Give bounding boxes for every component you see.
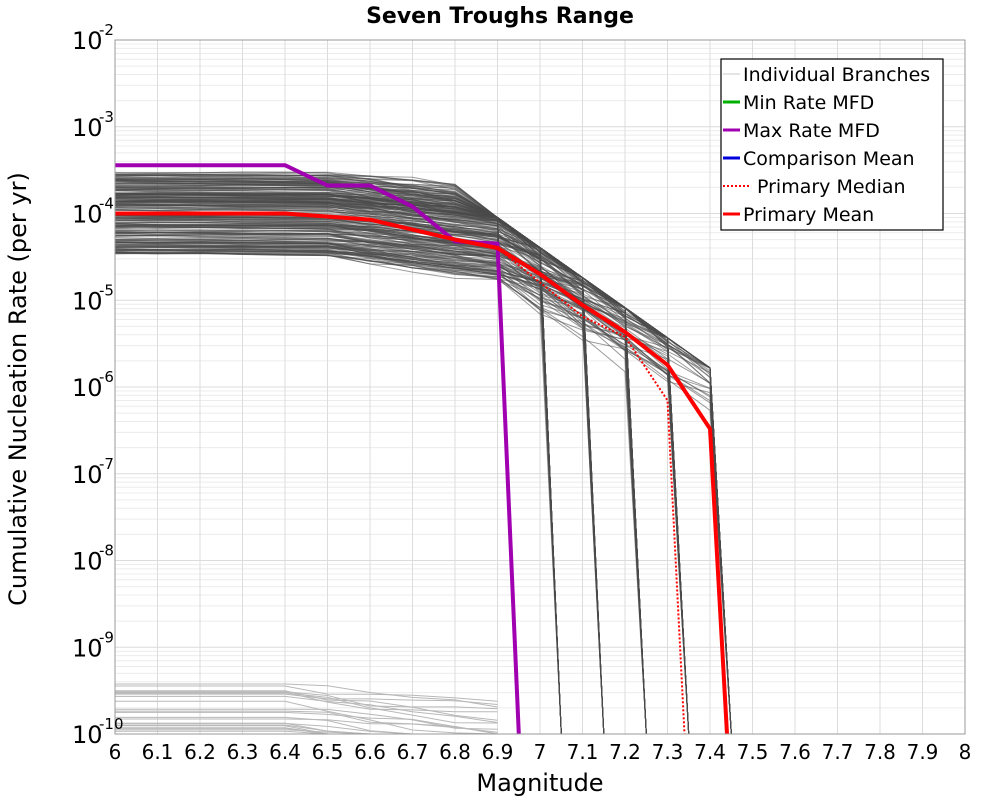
x-tick-label: 6.8 xyxy=(439,740,471,764)
branch-line-low xyxy=(115,700,498,735)
y-tick-exponent: -3 xyxy=(99,108,114,126)
branch-line xyxy=(114,237,647,735)
y-tick-label: 10 xyxy=(72,634,103,662)
x-tick-label: 8 xyxy=(959,740,972,764)
branch-line xyxy=(114,231,605,735)
x-tick-label: 7 xyxy=(534,740,547,764)
series-primary-mean xyxy=(115,211,729,735)
branch-line xyxy=(114,226,605,735)
series-lines xyxy=(115,163,729,735)
y-axis-title: Cumulative Nucleation Rate (per yr) xyxy=(4,172,32,606)
x-tick-label: 7.1 xyxy=(567,740,599,764)
x-tick-label: 6 xyxy=(109,740,122,764)
branch-line-low xyxy=(115,711,498,735)
chart-title: Seven Troughs Range xyxy=(366,4,634,29)
legend-label: Min Rate MFD xyxy=(743,92,874,114)
x-tick-label: 7.9 xyxy=(907,740,939,764)
x-axis-title: Magnitude xyxy=(476,769,603,797)
branch-line xyxy=(114,221,647,735)
x-tick-label: 6.3 xyxy=(227,740,259,764)
x-ticks: 6 6.1 6.2 6.3 6.4 6.5 6.6 6.7 6.8 6.9 7 7.1 7.2 7.3 7.… xyxy=(109,740,972,764)
branch-line xyxy=(114,245,732,735)
x-tick-label: 6.5 xyxy=(312,740,344,764)
branch-line xyxy=(114,241,520,735)
y-tick-exponent: -10 xyxy=(99,715,124,733)
branch-line-low xyxy=(115,685,498,702)
y-ticks: 10-210-310-410-510-610-710-810-910-10 xyxy=(72,21,124,749)
x-tick-label: 6.1 xyxy=(142,740,174,764)
series-max-rate-mfd xyxy=(115,163,521,735)
y-tick-exponent: -4 xyxy=(99,195,114,213)
x-tick-label: 7.3 xyxy=(652,740,684,764)
y-tick-exponent: -7 xyxy=(99,455,114,473)
branch-line xyxy=(114,203,562,735)
legend-box xyxy=(720,58,944,231)
branch-line xyxy=(114,222,605,735)
y-tick-label: 10 xyxy=(72,201,103,229)
branch-line xyxy=(114,195,690,735)
branch-line xyxy=(114,252,732,735)
branch-line-low xyxy=(115,692,498,724)
branch-line-low xyxy=(115,683,498,708)
branch-line xyxy=(114,187,520,735)
x-tick-label: 6.2 xyxy=(184,740,216,764)
y-tick-label: 10 xyxy=(72,374,103,402)
y-tick-exponent: -5 xyxy=(99,281,114,299)
x-tick-label: 7.7 xyxy=(822,740,854,764)
y-tick-exponent: -9 xyxy=(99,628,114,646)
branch-line-low xyxy=(115,695,498,723)
x-tick-label: 6.7 xyxy=(397,740,429,764)
legend: Individual Branches Min Rate MFD Max Rate … xyxy=(720,58,944,231)
y-tick-label: 10 xyxy=(72,27,103,55)
legend-label: Max Rate MFD xyxy=(743,120,880,142)
legend-label: Comparison Mean xyxy=(743,148,915,170)
branch-line xyxy=(114,230,562,735)
y-tick-label: 10 xyxy=(72,721,103,749)
branch-line xyxy=(114,219,562,735)
branch-line xyxy=(114,207,562,735)
branch-line-low xyxy=(115,691,498,713)
legend-label: Individual Branches xyxy=(743,64,930,86)
branch-line-low xyxy=(115,708,498,730)
branch-line xyxy=(114,217,732,735)
branch-line xyxy=(114,246,690,735)
x-tick-label: 6.9 xyxy=(482,740,514,764)
legend-label: Primary Median xyxy=(757,176,906,198)
x-tick-label: 6.6 xyxy=(354,740,386,764)
legend-label: Primary Mean xyxy=(743,204,874,226)
x-tick-label: 7.6 xyxy=(779,740,811,764)
branch-line-low xyxy=(115,710,498,735)
branch-line-low xyxy=(115,693,498,705)
y-tick-exponent: -2 xyxy=(99,21,114,39)
y-tick-label: 10 xyxy=(72,461,103,489)
x-tick-label: 6.4 xyxy=(269,740,301,764)
y-tick-label: 10 xyxy=(72,287,103,315)
x-tick-label: 7.4 xyxy=(694,740,726,764)
x-tick-label: 7.2 xyxy=(609,740,641,764)
y-tick-label: 10 xyxy=(72,114,103,142)
y-tick-label: 10 xyxy=(72,548,103,576)
branch-line xyxy=(114,239,520,735)
plot-frame xyxy=(114,39,966,735)
x-tick-label: 7.5 xyxy=(737,740,769,764)
y-tick-exponent: -8 xyxy=(99,542,114,560)
x-tick-label: 7.8 xyxy=(864,740,896,764)
y-tick-exponent: -6 xyxy=(99,368,114,386)
